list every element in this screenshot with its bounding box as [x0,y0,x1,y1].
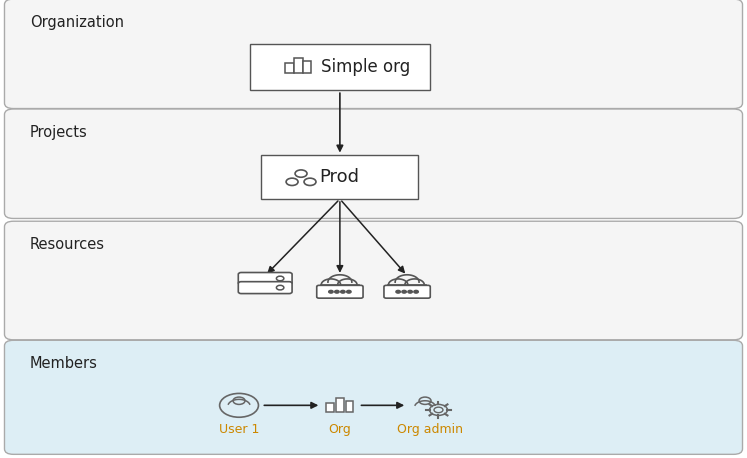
FancyBboxPatch shape [238,282,292,294]
Text: Org: Org [329,423,351,436]
FancyBboxPatch shape [4,340,743,454]
FancyBboxPatch shape [238,273,292,284]
Circle shape [402,290,406,293]
FancyBboxPatch shape [326,403,334,412]
Circle shape [329,290,333,293]
Text: User 1: User 1 [219,423,259,436]
FancyBboxPatch shape [250,44,430,90]
FancyBboxPatch shape [294,58,303,73]
Circle shape [396,290,400,293]
FancyBboxPatch shape [384,285,430,298]
Text: Simple org: Simple org [321,58,410,76]
FancyBboxPatch shape [261,156,418,199]
Text: Org admin: Org admin [397,423,462,436]
FancyBboxPatch shape [303,61,311,73]
FancyBboxPatch shape [4,221,743,340]
Text: Prod: Prod [319,168,359,186]
FancyBboxPatch shape [336,398,344,412]
FancyBboxPatch shape [346,401,353,412]
FancyBboxPatch shape [317,285,363,298]
Circle shape [408,290,412,293]
Circle shape [341,290,345,293]
FancyBboxPatch shape [4,109,743,218]
FancyBboxPatch shape [285,63,294,73]
Text: Organization: Organization [30,15,124,30]
Text: Members: Members [30,356,98,371]
Text: Resources: Resources [30,237,105,252]
Circle shape [347,290,351,293]
FancyBboxPatch shape [4,0,743,109]
Text: Projects: Projects [30,125,87,140]
Circle shape [335,290,339,293]
Circle shape [414,290,418,293]
